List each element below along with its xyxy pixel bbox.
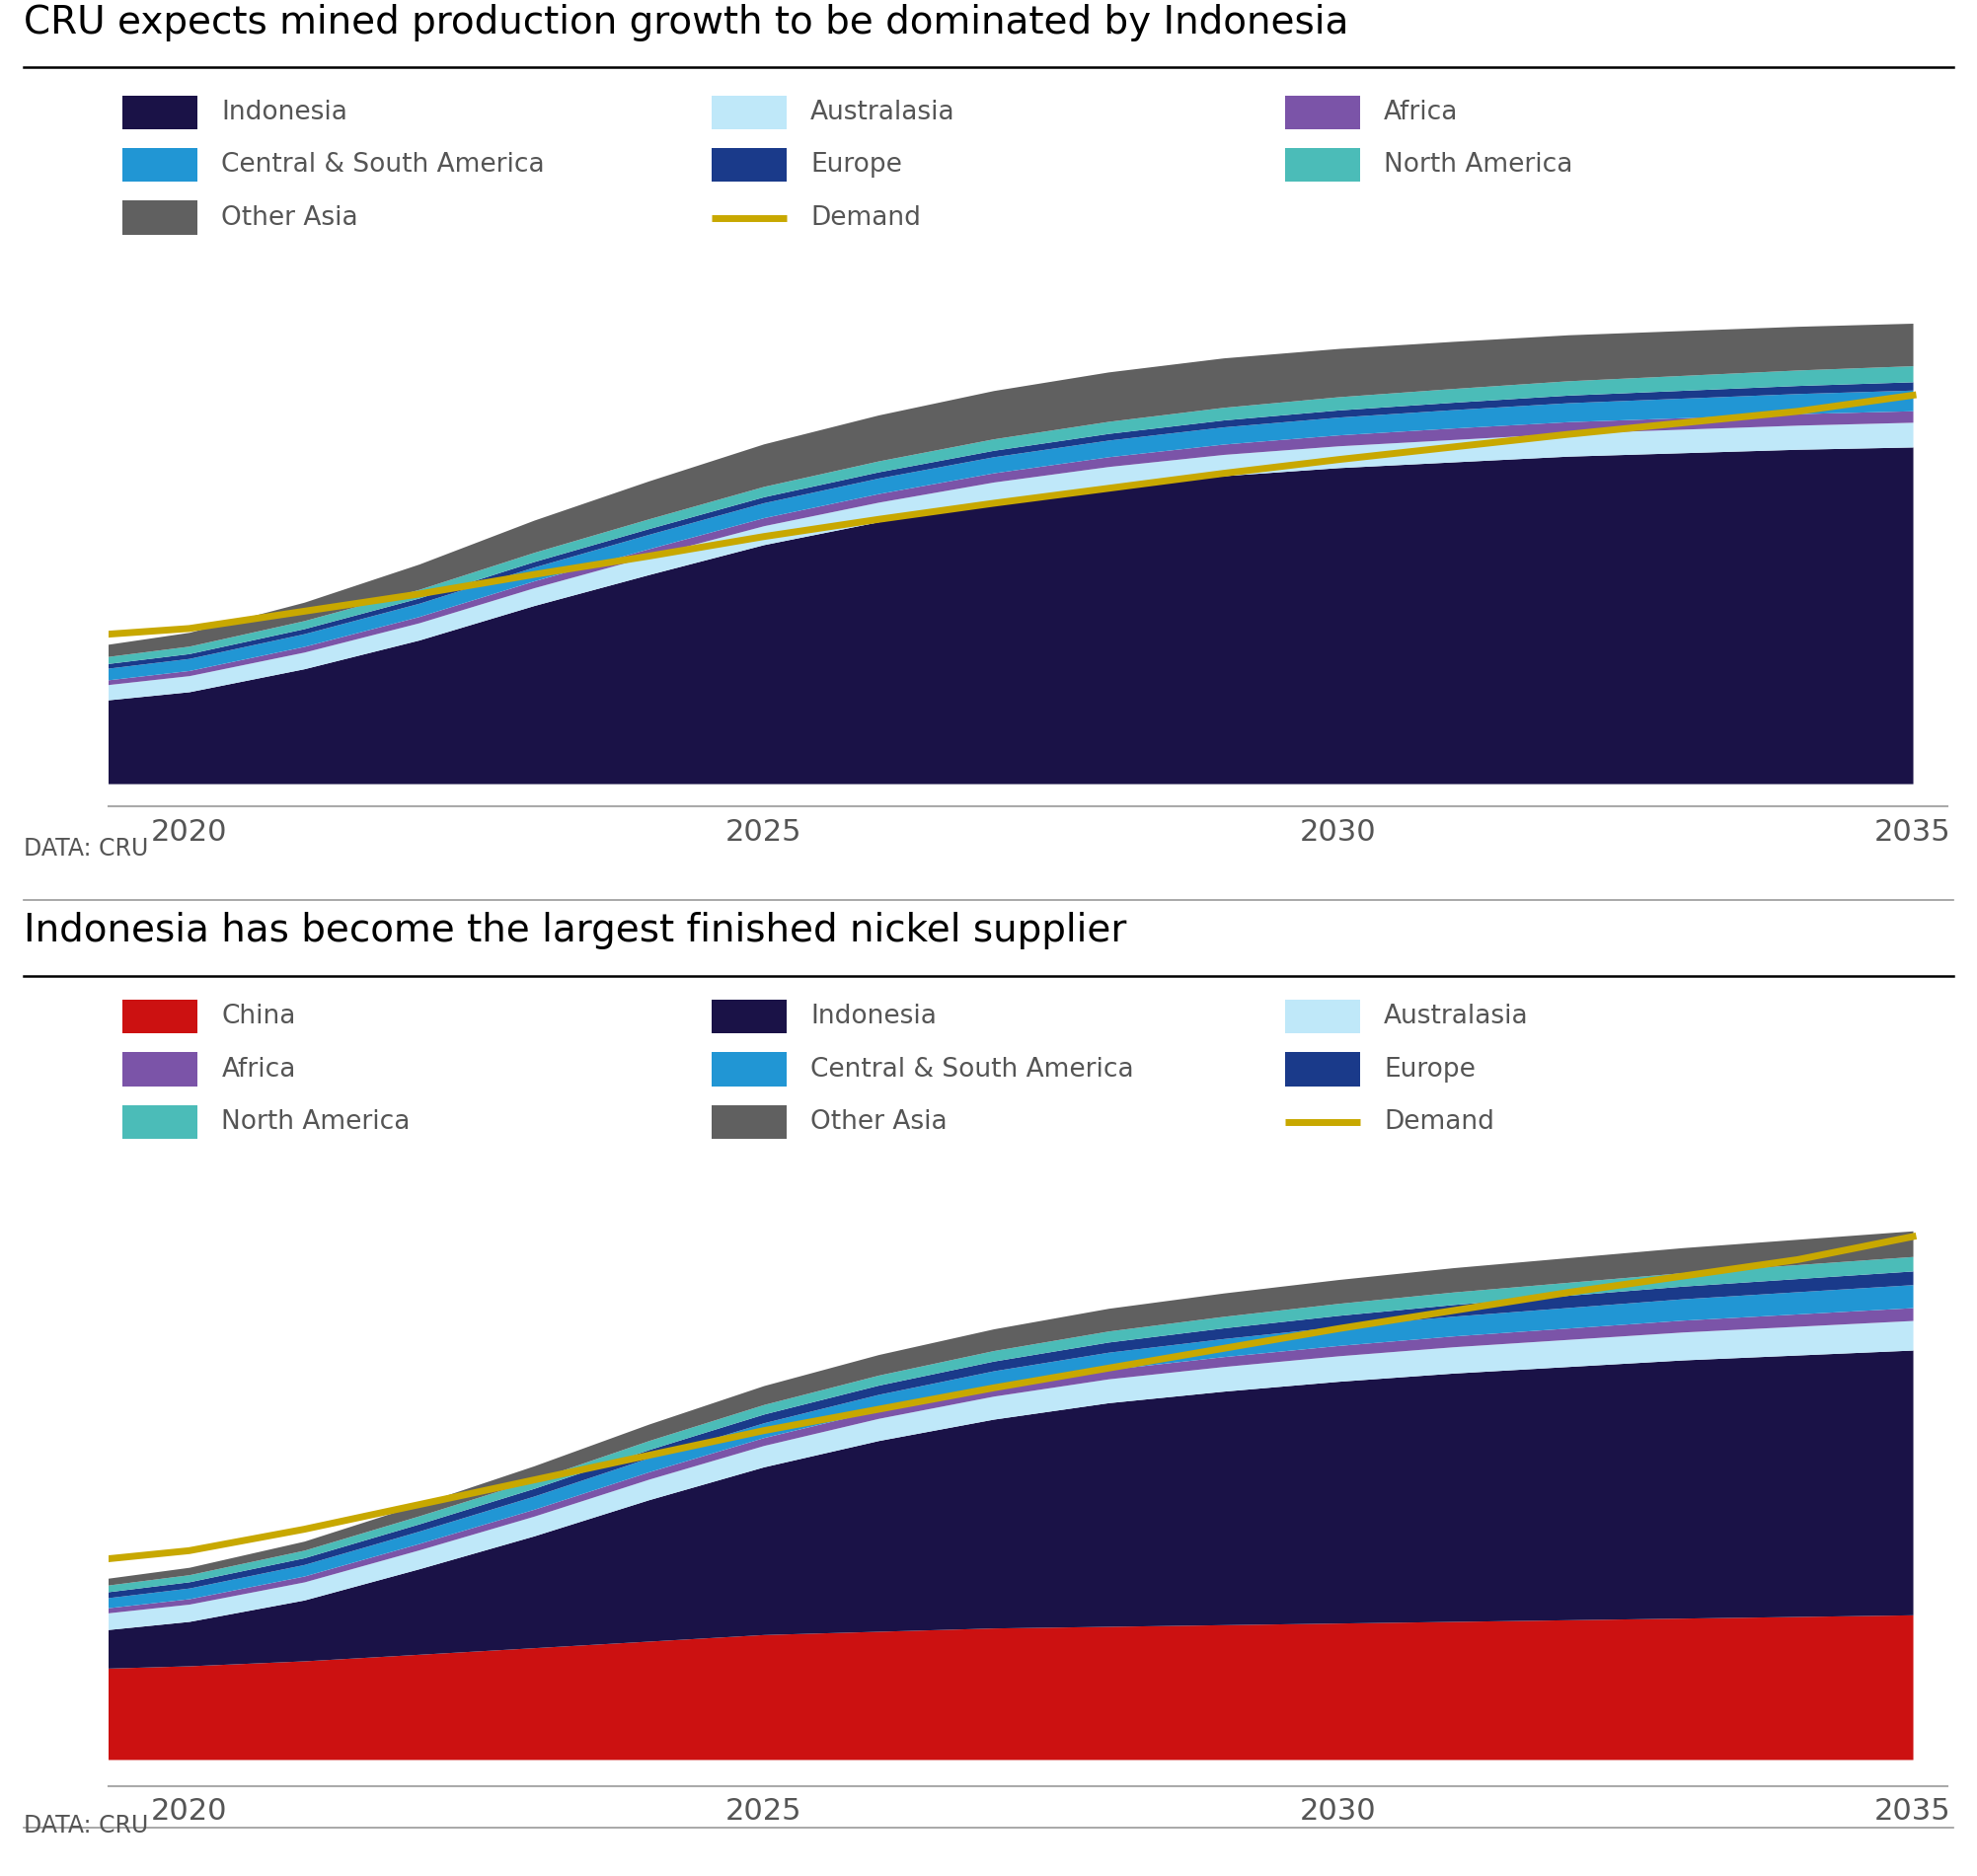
Text: CRU expects mined production growth to be dominated by Indonesia: CRU expects mined production growth to b… xyxy=(24,4,1348,41)
Text: China: China xyxy=(221,1004,297,1030)
Text: Central & South America: Central & South America xyxy=(221,152,546,178)
Text: Indonesia: Indonesia xyxy=(221,99,348,126)
Text: Africa: Africa xyxy=(1384,99,1459,126)
Text: Other Asia: Other Asia xyxy=(811,1109,947,1135)
Text: North America: North America xyxy=(221,1109,411,1135)
Text: Demand: Demand xyxy=(1384,1109,1495,1135)
Text: Central & South America: Central & South America xyxy=(811,1056,1135,1082)
Text: Europe: Europe xyxy=(811,152,902,178)
Text: DATA: CRU: DATA: CRU xyxy=(24,837,148,861)
Text: Australasia: Australasia xyxy=(811,99,955,126)
Text: Other Asia: Other Asia xyxy=(221,204,358,231)
Text: Australasia: Australasia xyxy=(1384,1004,1528,1030)
Text: Demand: Demand xyxy=(811,204,921,231)
Text: DATA: CRU: DATA: CRU xyxy=(24,1814,148,1838)
Text: Africa: Africa xyxy=(221,1056,297,1082)
Text: Europe: Europe xyxy=(1384,1056,1475,1082)
Text: Indonesia has become the largest finished nickel supplier: Indonesia has become the largest finishe… xyxy=(24,912,1127,949)
Text: North America: North America xyxy=(1384,152,1574,178)
Text: Indonesia: Indonesia xyxy=(811,1004,937,1030)
